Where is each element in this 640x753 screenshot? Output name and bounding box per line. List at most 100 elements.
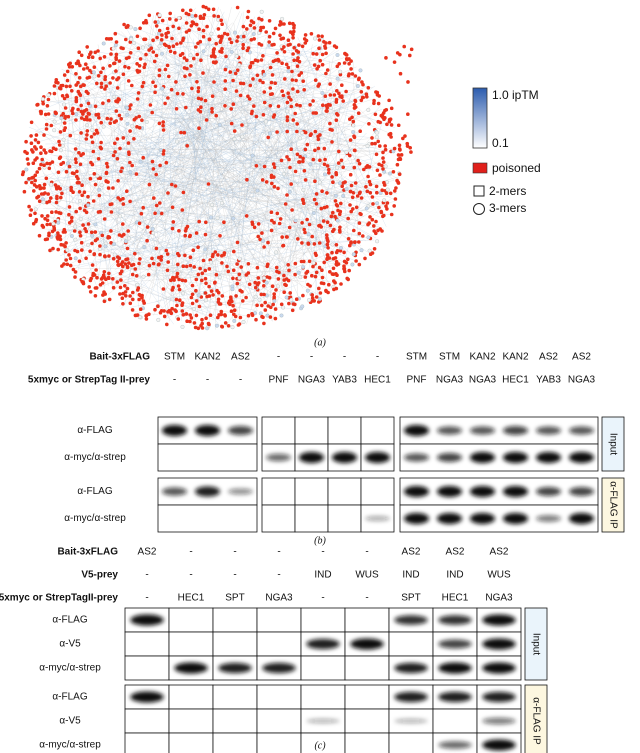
node — [85, 117, 89, 122]
node — [82, 208, 87, 213]
node — [125, 105, 130, 110]
node — [130, 272, 135, 277]
edge — [50, 147, 327, 210]
node — [342, 61, 347, 65]
node — [61, 137, 66, 142]
node — [100, 233, 105, 238]
lane-label: YAB3 — [332, 375, 357, 386]
node — [357, 221, 362, 225]
node — [107, 254, 111, 258]
lane-label: WUS — [355, 570, 379, 581]
node — [77, 76, 82, 80]
node — [60, 143, 65, 148]
caption: (b) — [314, 535, 326, 546]
node — [65, 94, 70, 99]
node — [179, 130, 183, 135]
edge — [56, 162, 392, 216]
node — [135, 62, 139, 66]
node — [293, 169, 298, 174]
band — [394, 691, 428, 703]
node — [381, 150, 385, 155]
node — [144, 314, 148, 318]
node — [271, 302, 276, 307]
node — [140, 45, 145, 50]
node — [147, 13, 152, 18]
node — [84, 62, 88, 66]
edge — [117, 54, 186, 262]
node — [218, 49, 222, 54]
node — [31, 161, 36, 165]
node — [382, 180, 386, 185]
edge — [270, 166, 328, 293]
node — [269, 175, 274, 179]
edge — [128, 240, 363, 260]
node — [284, 235, 289, 239]
edge — [82, 168, 113, 209]
node — [106, 234, 111, 239]
node — [197, 126, 201, 130]
node — [267, 276, 272, 280]
band — [130, 691, 164, 703]
node — [184, 264, 189, 269]
node — [385, 207, 389, 211]
band — [306, 638, 340, 650]
node — [246, 313, 251, 318]
node — [131, 297, 135, 302]
node — [192, 306, 196, 311]
edge — [133, 115, 277, 189]
node — [48, 161, 52, 166]
node — [138, 26, 142, 31]
node — [115, 280, 120, 284]
node — [333, 214, 337, 219]
band — [218, 662, 252, 674]
node — [86, 55, 91, 60]
node — [204, 5, 208, 10]
node — [313, 36, 317, 41]
node — [363, 256, 367, 261]
edge — [92, 71, 368, 253]
node — [231, 102, 236, 106]
edge — [202, 71, 301, 92]
lane-label: - — [233, 570, 236, 581]
node — [40, 97, 45, 101]
edge — [163, 30, 232, 297]
edge — [285, 94, 292, 303]
node — [58, 211, 63, 216]
lane-label: HEC1 — [178, 593, 205, 604]
antibody-label: α-V5 — [59, 639, 81, 650]
node — [61, 243, 65, 247]
node — [141, 155, 145, 160]
lane-label: KAN2 — [469, 352, 496, 363]
node — [196, 86, 201, 90]
node — [305, 288, 310, 293]
edge — [117, 106, 314, 118]
node — [56, 220, 61, 225]
node — [272, 295, 277, 299]
edge — [217, 131, 249, 171]
node — [137, 64, 142, 68]
node — [223, 314, 227, 318]
lane-label: HEC1 — [442, 593, 469, 604]
node — [198, 14, 203, 19]
edge — [158, 226, 261, 272]
node — [334, 118, 339, 122]
node — [43, 112, 48, 117]
node — [150, 159, 155, 164]
node — [209, 31, 214, 36]
edge — [82, 101, 98, 209]
node — [316, 34, 321, 38]
node — [359, 248, 364, 253]
node — [322, 146, 327, 151]
node — [204, 220, 208, 225]
node — [173, 184, 178, 188]
node — [398, 148, 402, 152]
edge — [244, 170, 389, 187]
edge — [42, 198, 184, 295]
edge — [149, 45, 321, 116]
node — [352, 106, 357, 110]
node — [262, 321, 266, 326]
node — [123, 262, 128, 266]
node — [90, 233, 95, 238]
node — [135, 282, 140, 287]
node — [71, 111, 75, 116]
